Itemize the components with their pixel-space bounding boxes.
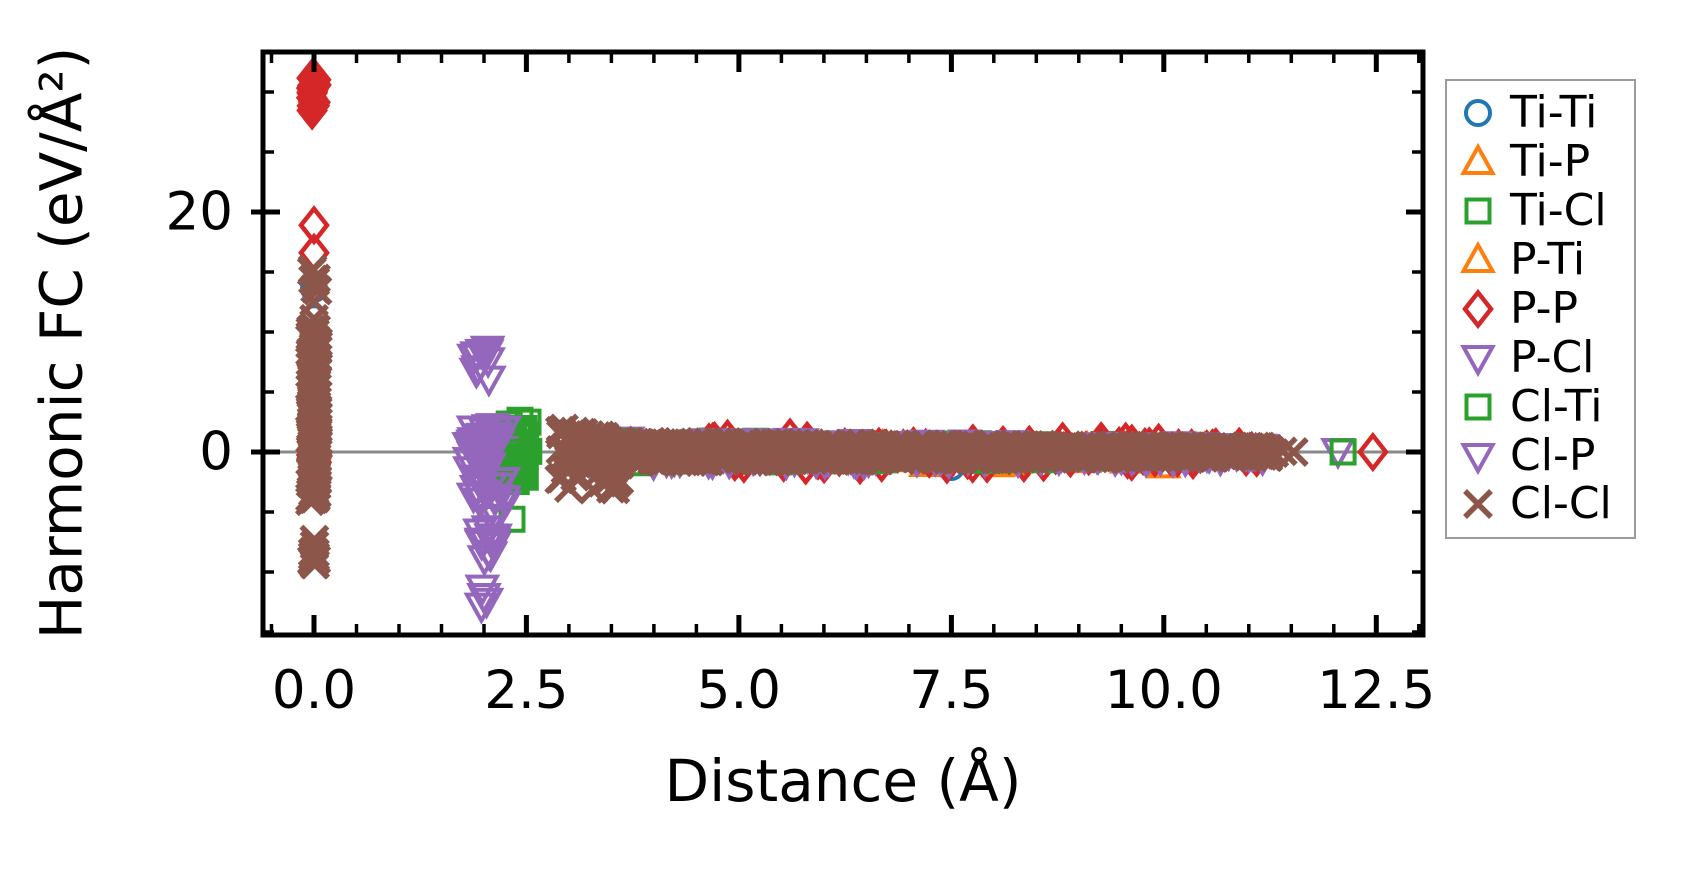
- legend-item-Ti-P: Ti-P: [1455, 140, 1630, 184]
- legend-item-Ti-Cl: Ti-Cl: [1455, 189, 1630, 233]
- series-Cl-Cl: [294, 254, 1309, 580]
- x-tick-label-2.5: 2.5: [484, 660, 569, 721]
- legend-item-Cl-Ti: Cl-Ti: [1455, 380, 1630, 432]
- legend-item-P-Cl: P-Cl: [1455, 331, 1630, 383]
- legend-label: Cl-P: [1510, 429, 1596, 481]
- y-tick-label-20: 20: [165, 181, 233, 243]
- legend-marker-triangle-down-icon: [1460, 344, 1496, 377]
- legend-label: P-P: [1510, 282, 1578, 334]
- legend-label: Ti-Ti: [1510, 87, 1598, 139]
- legend-marker-triangle-up-icon: [1460, 143, 1496, 176]
- legend-label: P-Ti: [1510, 234, 1586, 286]
- legend-marker-triangle-down-icon: [1460, 442, 1496, 475]
- legend: Ti-Ti Ti-P Ti-Cl P-Ti P-P P-Cl Cl-Ti Cl-P Cl-Cl: [1445, 79, 1636, 539]
- y-tick-label-0: 0: [199, 421, 233, 483]
- legend-marker-triangle-up-icon: [1460, 240, 1496, 274]
- legend-label: Ti-Cl: [1510, 185, 1607, 237]
- legend-marker-square-icon: [1464, 393, 1492, 421]
- legend-item-Cl-Cl: Cl-Cl: [1455, 482, 1630, 526]
- x-tick-label-10.0: 10.0: [1104, 660, 1223, 721]
- legend-label: Cl-Cl: [1510, 478, 1612, 530]
- plot-markers: [294, 57, 1389, 625]
- x-tick-label-12.5: 12.5: [1317, 660, 1436, 721]
- axis-ticks: [251, 52, 1423, 635]
- x-axis-label: Distance (Å): [664, 747, 1022, 815]
- legend-item-P-P: P-P: [1455, 282, 1630, 334]
- x-tick-label-5.0: 5.0: [696, 660, 782, 721]
- legend-marker-circle-icon: [1464, 99, 1492, 128]
- legend-marker-diamond-icon: [1462, 288, 1494, 330]
- legend-item-P-Ti: P-Ti: [1455, 238, 1630, 282]
- legend-label: P-Cl: [1510, 331, 1595, 383]
- legend-label: Cl-Ti: [1510, 380, 1603, 432]
- x-tick-label-7.5: 7.5: [909, 660, 994, 721]
- x-tick-label-0.0: 0.0: [271, 660, 357, 721]
- legend-item-Ti-Ti: Ti-Ti: [1455, 91, 1630, 135]
- legend-marker-x-icon: [1463, 489, 1493, 520]
- plot-frame: [260, 49, 1426, 638]
- legend-item-Cl-P: Cl-P: [1455, 429, 1630, 481]
- y-axis-label: Harmonic FC (eV/Å²): [27, 46, 96, 640]
- legend-marker-square-icon: [1464, 197, 1492, 225]
- legend-label: Ti-P: [1510, 136, 1591, 188]
